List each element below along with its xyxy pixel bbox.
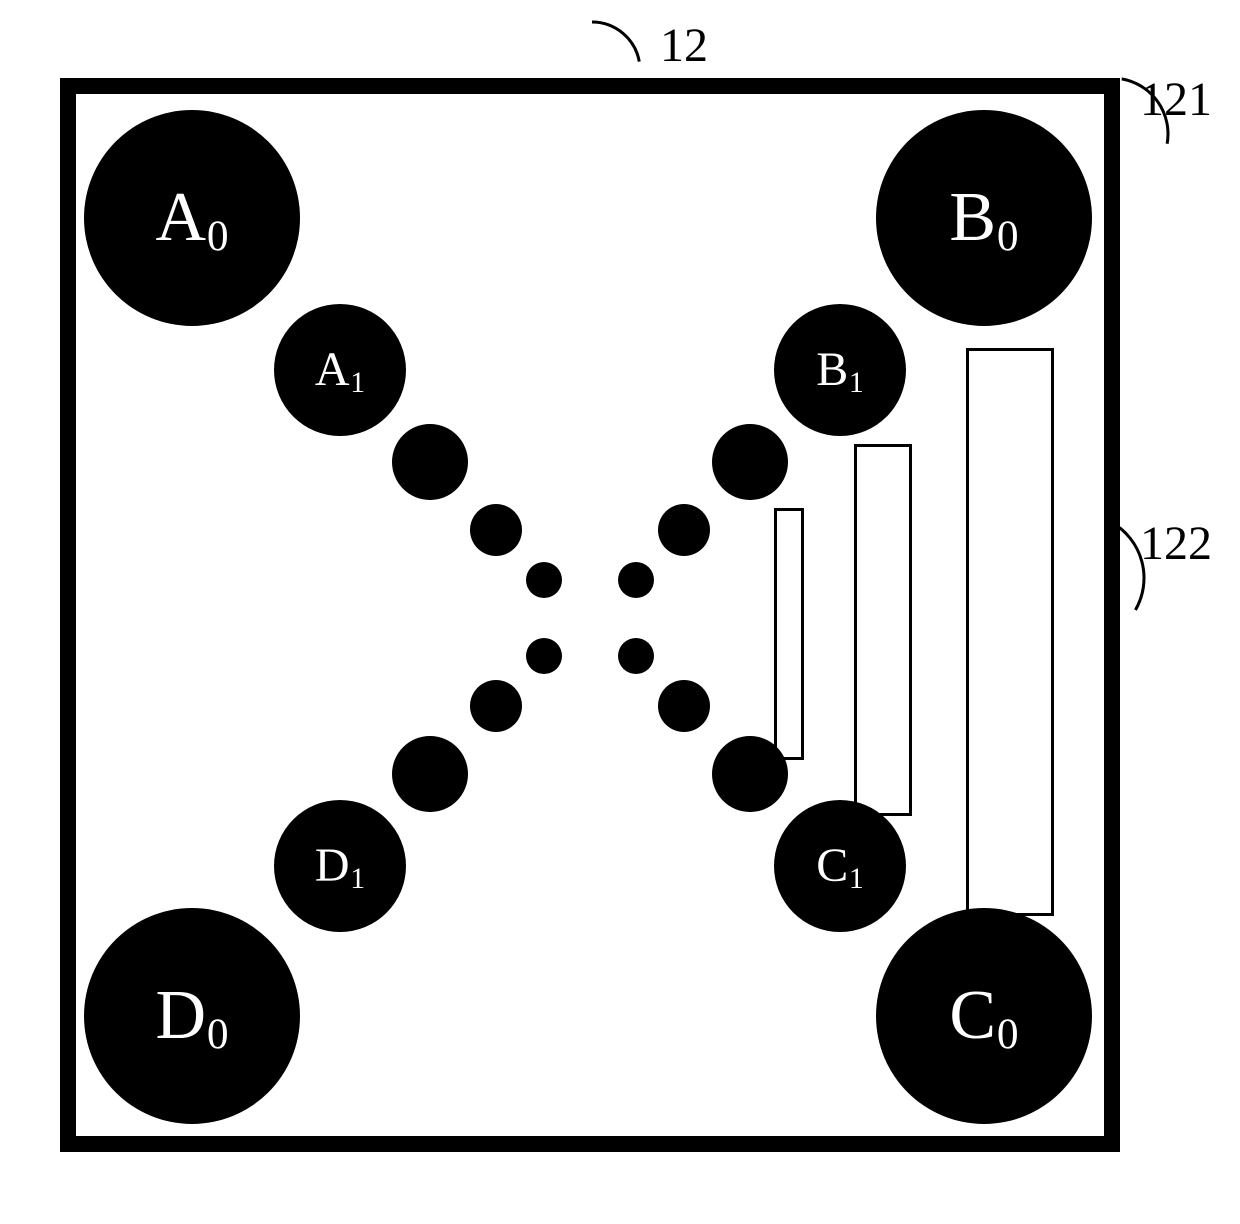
dot <box>470 504 522 556</box>
node-A1: A1 <box>274 304 406 436</box>
callout-leader <box>538 16 646 124</box>
node-label-main: D <box>155 981 206 1051</box>
node-D0: D0 <box>84 908 300 1124</box>
node-label-main: B <box>816 346 848 394</box>
node-label: D1 <box>315 842 365 890</box>
node-label-main: B <box>949 183 996 253</box>
dot <box>618 638 654 674</box>
node-label-sub: 0 <box>207 215 229 258</box>
dot <box>470 680 522 732</box>
dot <box>526 562 562 598</box>
node-B1: B1 <box>774 304 906 436</box>
dot <box>712 736 788 812</box>
node-label-main: C <box>949 981 996 1051</box>
node-label-sub: 1 <box>849 368 864 398</box>
node-C0: C0 <box>876 908 1092 1124</box>
dot <box>658 504 710 556</box>
node-label-main: C <box>816 842 848 890</box>
node-label-sub: 1 <box>350 864 365 894</box>
node-C1: C1 <box>774 800 906 932</box>
bar-rect <box>854 444 912 816</box>
node-label: C0 <box>949 981 1018 1051</box>
callout-label: 12 <box>660 18 708 73</box>
dot <box>526 638 562 674</box>
node-label-main: A <box>315 346 350 394</box>
callout-label: 122 <box>1140 516 1212 571</box>
node-label: D0 <box>155 981 228 1051</box>
node-label-sub: 0 <box>997 1013 1019 1056</box>
node-label-sub: 1 <box>849 864 864 894</box>
node-A0: A0 <box>84 110 300 326</box>
callout-leader <box>1050 72 1174 196</box>
node-label-sub: 0 <box>207 1013 229 1056</box>
dot <box>658 680 710 732</box>
node-label: B0 <box>949 183 1018 253</box>
node-label: A0 <box>155 183 228 253</box>
bar-rect <box>774 508 804 760</box>
dot <box>712 424 788 500</box>
dot <box>618 562 654 598</box>
node-label: C1 <box>816 842 863 890</box>
node-D1: D1 <box>274 800 406 932</box>
node-label-sub: 1 <box>350 368 365 398</box>
diagram-stage: A0B0C0D0A1B1C1D112121122 <box>0 0 1240 1224</box>
dot <box>392 424 468 500</box>
node-label: B1 <box>816 346 863 394</box>
node-label: A1 <box>315 346 365 394</box>
callout-leader <box>1010 508 1150 648</box>
dot <box>392 736 468 812</box>
node-label-sub: 0 <box>997 215 1019 258</box>
node-label-main: A <box>155 183 206 253</box>
node-label-main: D <box>315 842 350 890</box>
